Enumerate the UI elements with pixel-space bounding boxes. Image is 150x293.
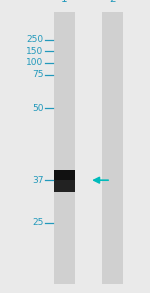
Text: 75: 75 xyxy=(32,70,44,79)
Bar xyxy=(54,180,75,192)
Text: 2: 2 xyxy=(109,0,116,4)
Text: 25: 25 xyxy=(32,218,44,227)
Text: 150: 150 xyxy=(26,47,44,56)
Text: 50: 50 xyxy=(32,104,44,113)
Bar xyxy=(102,12,123,284)
Text: 250: 250 xyxy=(26,35,44,44)
Text: 37: 37 xyxy=(32,176,44,185)
Text: 1: 1 xyxy=(61,0,68,4)
Bar xyxy=(54,170,75,181)
Text: 100: 100 xyxy=(26,59,44,67)
Bar xyxy=(54,12,75,284)
